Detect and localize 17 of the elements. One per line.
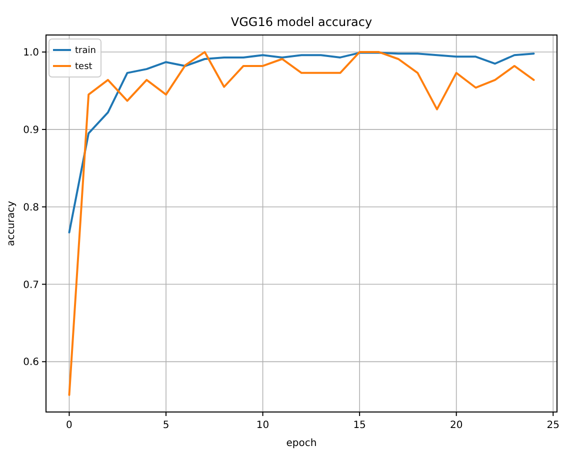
x-tick-label: 10 xyxy=(256,420,270,431)
y-axis-title: accuracy xyxy=(6,200,17,246)
x-tick-label: 25 xyxy=(546,420,560,431)
y-tick-label: 0.8 xyxy=(23,202,39,214)
x-tick-label: 15 xyxy=(353,420,366,431)
x-tick-label: 5 xyxy=(162,420,170,431)
y-tick-label: 1.0 xyxy=(23,48,39,59)
y-tick-label: 0.9 xyxy=(23,124,39,136)
x-tick-label: 20 xyxy=(450,420,463,431)
line-series xyxy=(68,52,535,234)
y-tick-label: 0.6 xyxy=(23,357,39,368)
x-axis-title: epoch xyxy=(286,438,317,449)
legend-label: train xyxy=(75,46,96,56)
y-tick-label: 0.7 xyxy=(23,280,39,291)
x-tick-label: 0 xyxy=(66,420,72,431)
chart-title: VGG16 model accuracy xyxy=(230,15,372,29)
legend-label: test xyxy=(75,62,93,72)
